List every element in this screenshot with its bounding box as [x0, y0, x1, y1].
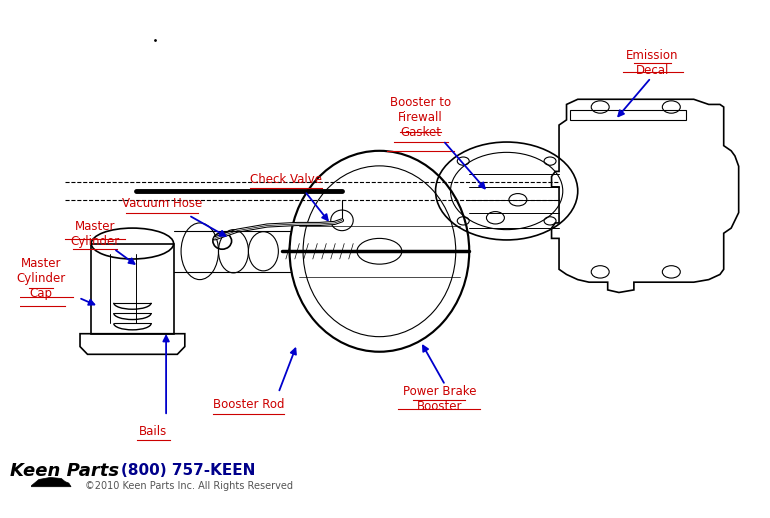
Text: Vacuum Hose: Vacuum Hose: [122, 197, 203, 210]
Text: Booster to
Firewall
Gasket: Booster to Firewall Gasket: [390, 96, 451, 139]
Text: (800) 757-KEEN: (800) 757-KEEN: [122, 463, 256, 478]
Text: Keen Parts: Keen Parts: [11, 462, 119, 480]
Polygon shape: [32, 478, 71, 487]
Text: Master
Cylinder
Cap: Master Cylinder Cap: [16, 257, 65, 300]
Text: ©2010 Keen Parts Inc. All Rights Reserved: ©2010 Keen Parts Inc. All Rights Reserve…: [85, 481, 293, 491]
Text: Emission
Decal: Emission Decal: [626, 49, 679, 77]
Text: Bails: Bails: [139, 425, 168, 438]
Text: Booster Rod: Booster Rod: [213, 398, 284, 411]
Text: Check Valve: Check Valve: [249, 172, 322, 185]
Text: Master
Cylinder: Master Cylinder: [70, 220, 119, 248]
Text: Power Brake
Booster: Power Brake Booster: [403, 385, 476, 413]
